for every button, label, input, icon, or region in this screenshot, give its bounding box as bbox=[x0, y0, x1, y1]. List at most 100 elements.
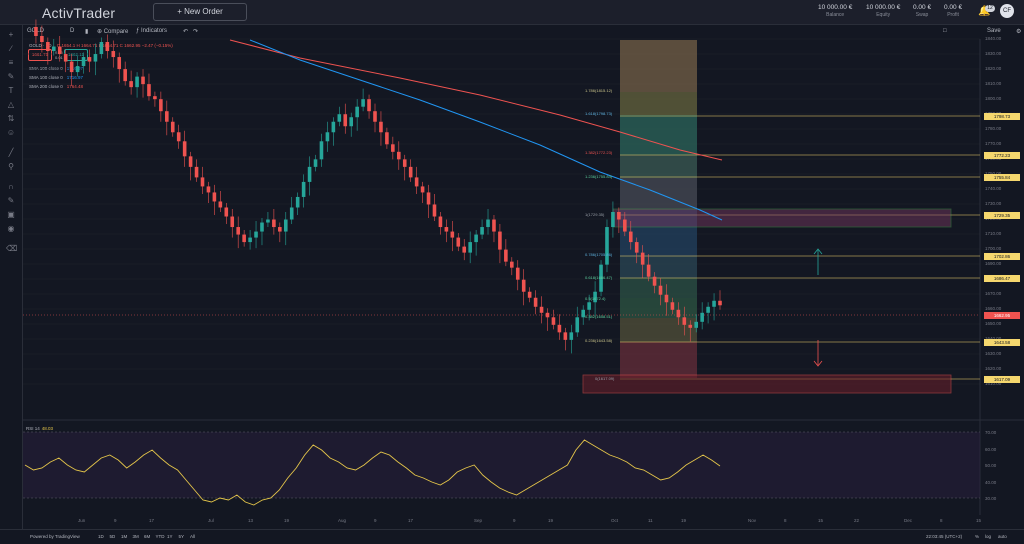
auto-toggle[interactable]: auto bbox=[998, 534, 1007, 539]
range-button[interactable]: 3M bbox=[132, 534, 139, 539]
time-tick: Jun bbox=[78, 518, 86, 523]
resistance-zone bbox=[612, 208, 952, 228]
range-button[interactable]: 1Y bbox=[167, 534, 173, 539]
candle bbox=[587, 302, 591, 310]
fib-level-label: 0.236(1643.58) bbox=[585, 338, 613, 343]
save-button[interactable]: Save bbox=[987, 28, 1001, 34]
candle bbox=[581, 309, 585, 318]
interval-selector[interactable]: D bbox=[70, 28, 75, 34]
level-label: 1772.23 bbox=[984, 151, 1020, 159]
candle bbox=[57, 46, 62, 55]
level-label: 1702.86 bbox=[984, 252, 1020, 260]
candle bbox=[521, 279, 526, 292]
rsi-tick: 30.00 bbox=[985, 496, 997, 501]
new-order-button[interactable]: + New Order bbox=[153, 3, 247, 21]
price-tick: 1660.00 bbox=[985, 306, 1002, 311]
fib-zone bbox=[620, 178, 697, 210]
ruler-icon[interactable]: ╱ bbox=[8, 148, 14, 157]
candle bbox=[492, 219, 496, 232]
forecast-icon[interactable]: ⇅ bbox=[7, 114, 15, 123]
candle bbox=[361, 99, 365, 107]
trendline-icon[interactable]: ∕ bbox=[10, 44, 12, 53]
candle bbox=[396, 151, 401, 160]
profit-stat: 0.00 € Profit bbox=[944, 4, 963, 18]
sell-button[interactable]: 1661.75 bbox=[28, 49, 52, 61]
bell-icon[interactable]: 🔔 bbox=[978, 6, 991, 17]
pencil-lock-icon[interactable]: ✎ bbox=[7, 196, 15, 205]
level-label: 1798.73 bbox=[984, 112, 1020, 120]
brush-icon[interactable]: ✎ bbox=[7, 72, 15, 81]
time-tick: 8 bbox=[940, 518, 943, 523]
ohlc-values: O 1654.1 H 1664.71 L 1654.71 C 1662.95 −… bbox=[56, 43, 173, 48]
candle bbox=[337, 114, 342, 122]
candle bbox=[569, 332, 574, 340]
indicator-legend-1: SMA 100 close 0 1716.97 bbox=[29, 66, 84, 71]
candle bbox=[93, 54, 98, 62]
eye-icon[interactable]: ◉ bbox=[7, 224, 15, 233]
price-tick: 1740.00 bbox=[985, 186, 1002, 191]
emoji-icon[interactable]: ☺ bbox=[6, 128, 16, 137]
candle bbox=[408, 166, 413, 178]
price-tick: 1710.00 bbox=[985, 231, 1002, 236]
candle bbox=[159, 99, 163, 112]
percent-toggle[interactable]: % bbox=[975, 534, 980, 539]
support-zone bbox=[582, 374, 952, 394]
candle bbox=[355, 106, 359, 118]
log-toggle[interactable]: log bbox=[985, 534, 992, 539]
undo-icon[interactable]: ↶ bbox=[183, 29, 189, 35]
range-button[interactable]: 5Y bbox=[178, 534, 185, 539]
candle bbox=[236, 227, 240, 235]
powered-by[interactable]: Powered by TradingView bbox=[30, 534, 80, 539]
candle bbox=[283, 219, 288, 232]
range-button[interactable]: 5D bbox=[109, 534, 116, 539]
fib-level-label: 0.5(1672.4) bbox=[585, 296, 606, 301]
settings-icon[interactable]: ⚙ bbox=[1016, 29, 1022, 35]
candle bbox=[117, 57, 122, 70]
layout-icon[interactable]: □ bbox=[943, 28, 947, 34]
compare-button[interactable]: ⊕ Compare bbox=[97, 29, 129, 35]
candle bbox=[480, 227, 484, 235]
top-bar: ActivTrader + New Order 10 000.00 € Balan… bbox=[0, 0, 1024, 25]
fib-level-label: 1.618(1798.73) bbox=[585, 111, 613, 116]
candle bbox=[99, 42, 104, 55]
fib-level-label: 0.618(1686.47) bbox=[585, 275, 613, 280]
candle bbox=[652, 276, 657, 286]
avatar[interactable]: CF bbox=[1000, 4, 1014, 18]
text-icon[interactable]: T bbox=[8, 86, 14, 95]
range-button[interactable]: 6M bbox=[144, 534, 151, 539]
candle bbox=[557, 324, 562, 333]
pattern-icon[interactable]: △ bbox=[7, 100, 15, 109]
crosshair-icon[interactable]: + bbox=[8, 30, 14, 39]
candle bbox=[545, 312, 550, 318]
candle bbox=[129, 81, 133, 88]
price-tick: 1720.00 bbox=[985, 216, 1002, 221]
fib-icon[interactable]: ≡ bbox=[8, 58, 14, 67]
time-tick: 22 bbox=[854, 518, 860, 523]
price-tick: 1670.00 bbox=[985, 291, 1002, 296]
candle bbox=[260, 222, 264, 232]
candle bbox=[313, 159, 318, 167]
range-button[interactable]: YTD bbox=[155, 534, 165, 539]
time-tick: 9 bbox=[114, 518, 117, 523]
indicators-button[interactable]: ƒ Indicators bbox=[136, 28, 168, 34]
redo-icon[interactable]: ↷ bbox=[193, 29, 199, 35]
candle bbox=[188, 156, 193, 167]
zoom-icon[interactable]: ⚲ bbox=[8, 162, 14, 171]
trash-icon[interactable]: ⌫ bbox=[6, 244, 18, 253]
range-button[interactable]: 1M bbox=[121, 534, 128, 539]
price-tick: 1610.00 bbox=[985, 381, 1002, 386]
lock-icon[interactable]: ▣ bbox=[7, 210, 15, 219]
candle bbox=[218, 201, 223, 208]
candle-type-icon[interactable]: ▮ bbox=[85, 29, 89, 35]
candle bbox=[367, 99, 371, 112]
candle bbox=[170, 121, 175, 133]
range-button[interactable]: All bbox=[190, 534, 196, 539]
range-button[interactable]: 1D bbox=[98, 534, 104, 539]
candle bbox=[331, 121, 336, 133]
price-tick: 1800.00 bbox=[985, 96, 1002, 101]
candle bbox=[254, 231, 258, 238]
down-arrow-head bbox=[813, 360, 823, 367]
magnet-icon[interactable]: ∩ bbox=[8, 182, 14, 191]
candle bbox=[414, 177, 419, 187]
